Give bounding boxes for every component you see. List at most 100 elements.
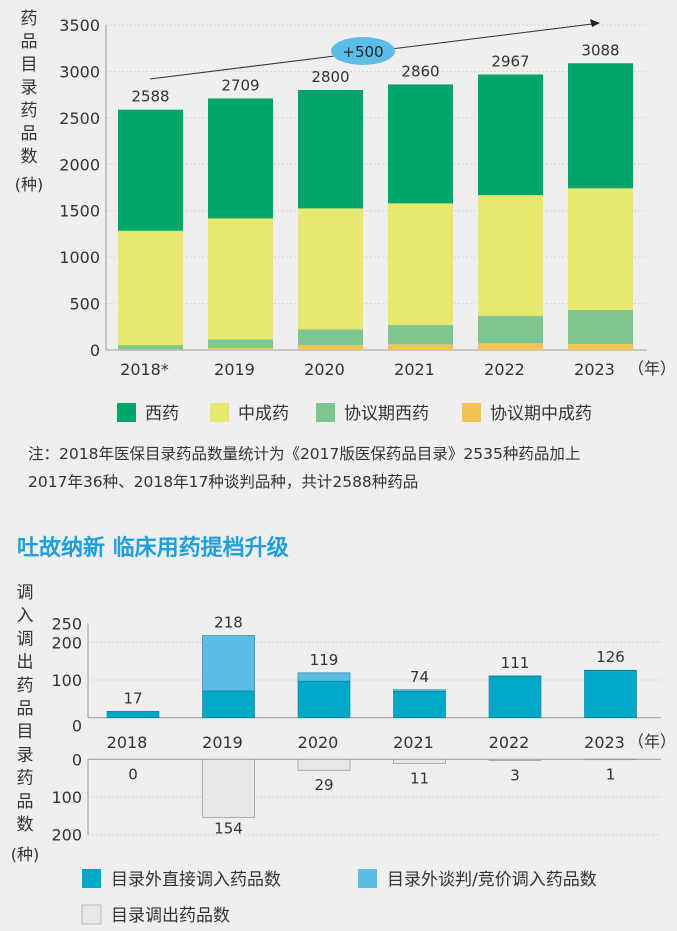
bar-segment-中成药 (388, 203, 453, 326)
legend-swatch (82, 869, 101, 888)
bar-segment-目录外直接调入药品数 (393, 691, 446, 718)
y-axis-label-char: 品 (17, 792, 34, 812)
bar-segment-目录调出药品数 (202, 758, 255, 818)
y-axis-label-char: 药 (21, 101, 38, 121)
bar-segment-目录外直接调入药品数 (488, 675, 542, 718)
x-tick-label: 2022 (489, 733, 530, 752)
x-tick-label: 2020 (304, 360, 345, 379)
drug-catalog-stacked-bar-chart: 0500100015002000250030003500药品目录药品数(种)25… (15, 9, 676, 424)
y-tick-label: 3500 (59, 16, 100, 35)
growth-annotation-bubble (331, 37, 395, 65)
bar-total-label-in: 218 (214, 614, 243, 632)
note-line-2: 2017年36种、2018年17种谈判品种，共计2588种药品 (28, 473, 419, 491)
y-axis-label-char: 药 (21, 9, 38, 29)
chart-note: 注：2018年医保目录药品数量统计为《2017版医保药品目录》2535种药品加上… (28, 440, 668, 496)
bar-segment-协议期西药 (388, 325, 453, 345)
x-axis-unit: （年） (628, 359, 676, 378)
y-axis-label-char: 调 (17, 583, 34, 603)
y-axis-label-char: 录 (17, 745, 34, 765)
x-tick-label: 2023 (584, 733, 625, 752)
bar-segment-中成药 (478, 195, 543, 317)
y-axis-label-char: 数 (17, 815, 34, 835)
legend-swatch (316, 403, 335, 422)
y-tick-label: 1000 (59, 248, 100, 267)
bar-segment-西药 (208, 98, 273, 219)
legend-label: 协议期中成药 (490, 404, 592, 424)
bar-value-label-out: 0 (128, 765, 138, 783)
bar-segment-中成药 (568, 188, 633, 310)
y-axis-label-unit: (种) (15, 175, 44, 194)
x-tick-label: 2021 (393, 733, 434, 752)
bar-segment-协议期中成药 (298, 344, 363, 350)
legend-label: 目录外直接调入药品数 (111, 870, 281, 890)
y-axis-label-char: 品 (17, 699, 34, 719)
bar-segment-中成药 (208, 218, 273, 340)
y-axis-label-char: 品 (21, 124, 38, 144)
section-title: 吐故纳新 临床用药提档升级 (17, 536, 289, 561)
y-axis-label-char: 目 (21, 55, 38, 75)
bar-segment-目录外直接调入药品数 (106, 710, 160, 719)
y-tick-label-in: 100 (51, 671, 82, 690)
bar-segment-协议期西药 (118, 345, 183, 350)
y-tick-label-in: 200 (51, 633, 82, 652)
bar-segment-协议期中成药 (478, 343, 543, 350)
y-tick-label: 0 (90, 341, 100, 360)
bar-segment-中成药 (118, 230, 183, 346)
legend-label: 西药 (145, 404, 179, 424)
bar-value-label-out: 3 (510, 766, 520, 784)
legend-swatch (117, 403, 136, 422)
note-line-1: 注：2018年医保目录药品数量统计为《2017版医保药品目录》2535种药品加上 (28, 445, 581, 463)
y-axis-label-char: 药 (17, 676, 34, 696)
bar-segment-协议期中成药 (568, 343, 633, 350)
bar-segment-目录调出药品数 (488, 758, 542, 761)
bar-total-label-in: 126 (596, 648, 625, 666)
legend-swatch (358, 869, 377, 888)
bar-value-label-out: 29 (314, 776, 333, 794)
x-tick-label: 2018* (120, 360, 169, 379)
trend-arrow-head-icon (590, 19, 600, 27)
x-tick-label: 2022 (484, 360, 525, 379)
legend-label: 协议期西药 (344, 404, 429, 424)
x-tick-label: 2020 (298, 733, 339, 752)
bar-segment-西药 (478, 74, 543, 196)
bar-total-label-in: 111 (501, 654, 530, 672)
x-tick-label: 2018 (107, 733, 148, 752)
bar-segment-中成药 (298, 208, 363, 330)
bar-value-label-out: 1 (606, 766, 616, 784)
bar-segment-目录外谈判/竞价调入药品数 (202, 635, 255, 692)
legend-label: 中成药 (238, 404, 289, 424)
legend-swatch (81, 904, 102, 925)
x-tick-label: 2019 (214, 360, 255, 379)
bar-total-label: 2800 (311, 68, 349, 86)
y-axis-label-char: 入 (17, 606, 34, 626)
y-tick-label: 500 (69, 295, 100, 314)
bar-segment-西药 (298, 90, 363, 209)
bar-total-label: 2709 (221, 76, 259, 94)
y-tick-label-in: 0 (72, 717, 82, 736)
bar-segment-目录外直接调入药品数 (297, 680, 351, 718)
bar-total-label-in: 17 (123, 689, 142, 707)
legend-label: 目录调出药品数 (111, 906, 230, 926)
bar-total-label-in: 119 (310, 651, 339, 669)
bar-value-label-out: 154 (214, 819, 243, 837)
y-tick-label: 2000 (59, 155, 100, 174)
y-axis-label-char: 调 (17, 629, 34, 649)
bar-segment-目录外直接调入药品数 (202, 690, 255, 718)
bar-segment-西药 (118, 109, 183, 231)
legend-swatch (210, 403, 229, 422)
y-axis-label-char: 录 (21, 78, 38, 98)
bar-segment-目录调出药品数 (297, 758, 351, 771)
x-tick-label: 2023 (574, 360, 615, 379)
bar-total-label: 2967 (491, 52, 529, 70)
legend-swatch (462, 403, 481, 422)
bar-total-label-in: 74 (410, 668, 429, 686)
y-tick-label-out: 100 (51, 788, 82, 807)
x-tick-label: 2021 (394, 360, 435, 379)
y-tick-label-out: 0 (72, 750, 82, 769)
bar-total-label: 3088 (581, 41, 619, 59)
bar-segment-协议期中成药 (388, 344, 453, 350)
y-tick-label: 2500 (59, 109, 100, 128)
bar-segment-协议期西药 (298, 329, 363, 345)
legend-label: 目录外谈判/竞价调入药品数 (387, 870, 597, 890)
bar-segment-协议期西药 (478, 316, 543, 344)
